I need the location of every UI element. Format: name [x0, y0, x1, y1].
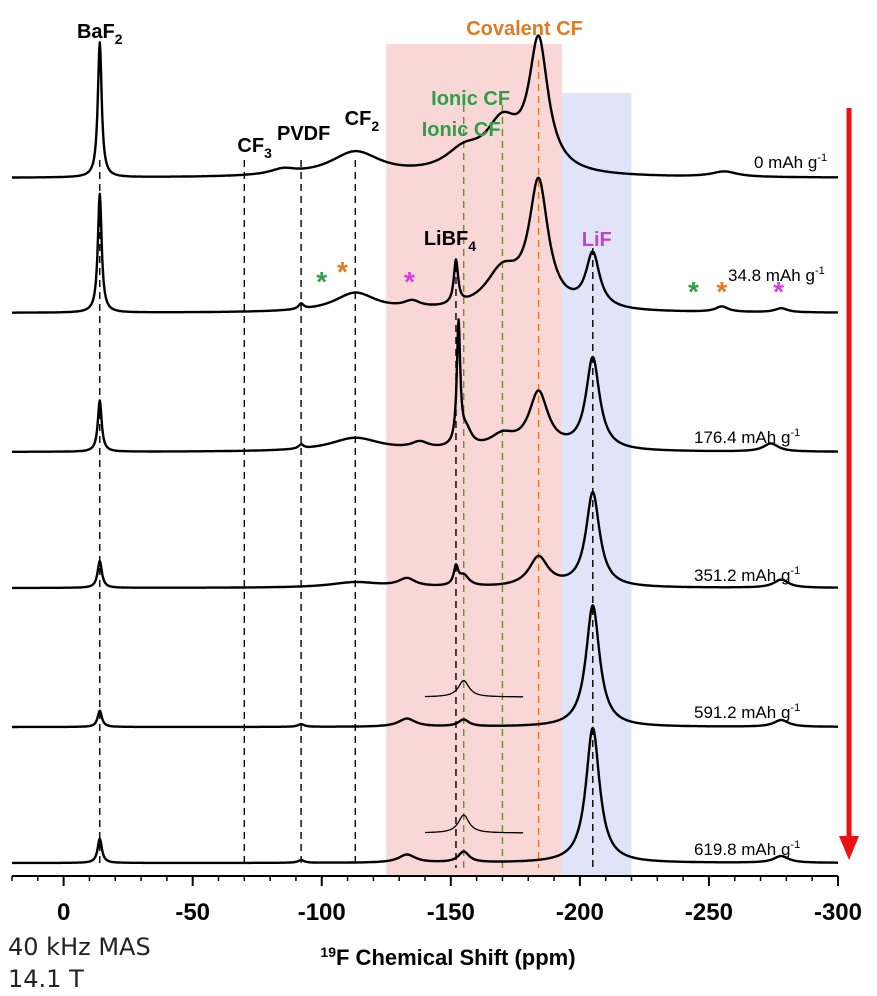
inset-trace-1	[425, 814, 524, 834]
series-label-3: 351.2 mAh g-1	[694, 565, 800, 585]
x-tick-label-3: -150	[427, 899, 475, 926]
spinning-sidebands: * * * * * *	[316, 256, 784, 307]
x-tick-label-0: 0	[57, 899, 70, 926]
annotation-7-main: LiBF	[424, 228, 468, 250]
x-tick-label-2: -100	[298, 899, 346, 926]
series-label-1: 34.8 mAh g-1	[728, 265, 825, 285]
series-label-4-sup: -1	[790, 702, 800, 714]
annotation-0-sub: 2	[115, 31, 123, 47]
annotation-0: BaF2	[77, 21, 123, 47]
spectrum-trace-5	[11, 726, 839, 865]
x-tick-label-5: -250	[685, 899, 733, 926]
annotation-1-sub: 3	[264, 145, 272, 161]
annotation-2-main: PVDF	[277, 123, 330, 145]
series-label-5-sup: -1	[790, 839, 800, 851]
annotation-2: PVDF	[277, 123, 330, 145]
series-label-2-sup: -1	[790, 427, 800, 439]
series-label-0-sup: -1	[817, 152, 827, 164]
series-label-5: 619.8 mAh g-1	[694, 839, 800, 859]
annotation-6: Ionic CF	[422, 119, 501, 141]
x-axis-label-main: F Chemical Shift (ppm)	[336, 945, 576, 970]
series-label-0: 0 mAh g-1	[754, 152, 827, 172]
series-label-2: 176.4 mAh g-1	[694, 427, 800, 447]
x-axis: 0 -50 -100 -150 -200 -250 -300	[11, 875, 862, 926]
spectrum-trace-0	[11, 34, 839, 179]
spectra-traces	[11, 34, 839, 865]
spectrum-trace-1	[11, 176, 839, 314]
x-axis-label-superscript: 19	[320, 944, 336, 960]
spectrum-trace-4	[11, 604, 839, 729]
annotation-1: CF3	[237, 135, 272, 161]
x-tick-label-6: -300	[814, 899, 862, 926]
series-label-3-main: 351.2 mAh g	[694, 566, 790, 585]
annotation-1-main: CF	[237, 135, 264, 157]
series-label-1-sup: -1	[815, 265, 825, 277]
shaded-region-0	[386, 44, 562, 876]
annotation-6-main: Ionic CF	[422, 119, 501, 141]
sideband-asterisk-0: *	[316, 266, 327, 297]
sideband-asterisk-4: *	[716, 276, 727, 307]
spectrum-trace-3	[11, 490, 839, 590]
x-tick-label-4: -200	[556, 899, 604, 926]
shaded-regions	[386, 44, 632, 876]
sideband-asterisk-3: *	[688, 276, 699, 307]
annotation-3-main: CF	[345, 108, 372, 130]
annotation-3: CF2	[345, 108, 380, 134]
inset-trace-0	[424, 679, 524, 698]
series-label-5-main: 619.8 mAh g	[694, 840, 790, 859]
annotation-5-main: Ionic CF	[431, 88, 510, 110]
x-tick-label-1: -50	[175, 899, 210, 926]
x-axis-label: 19F Chemical Shift (ppm)	[320, 944, 575, 970]
annotation-7-sub: 4	[468, 238, 476, 254]
annotation-3-sub: 2	[371, 118, 379, 134]
series-label-3-sup: -1	[790, 565, 800, 577]
series-label-4-main: 591.2 mAh g	[694, 703, 790, 722]
spectrum-trace-2	[11, 318, 839, 453]
series-label-1-main: 34.8 mAh g	[728, 266, 815, 285]
annotation-0-main: BaF	[77, 21, 115, 43]
condition-field: 14.1 T	[8, 965, 84, 993]
inset-traces	[424, 679, 524, 834]
sideband-asterisk-5: *	[773, 276, 784, 307]
annotation-8-main: LiF	[582, 229, 612, 251]
annotation-4: Covalent CF	[466, 18, 583, 40]
annotation-8: LiF	[582, 229, 612, 251]
series-label-2-main: 176.4 mAh g	[694, 428, 790, 447]
condition-mas: 40 kHz MAS	[8, 933, 151, 961]
sideband-asterisk-2: *	[404, 266, 415, 297]
sideband-asterisk-1: *	[337, 256, 348, 287]
progress-arrow-head	[839, 836, 859, 860]
series-label-0-main: 0 mAh g	[754, 153, 817, 172]
series-label-4: 591.2 mAh g-1	[694, 702, 800, 722]
progress-arrow	[839, 108, 859, 860]
annotation-5: Ionic CF	[431, 88, 510, 110]
annotation-4-main: Covalent CF	[466, 18, 583, 40]
annotation-7: LiBF4	[424, 228, 476, 254]
